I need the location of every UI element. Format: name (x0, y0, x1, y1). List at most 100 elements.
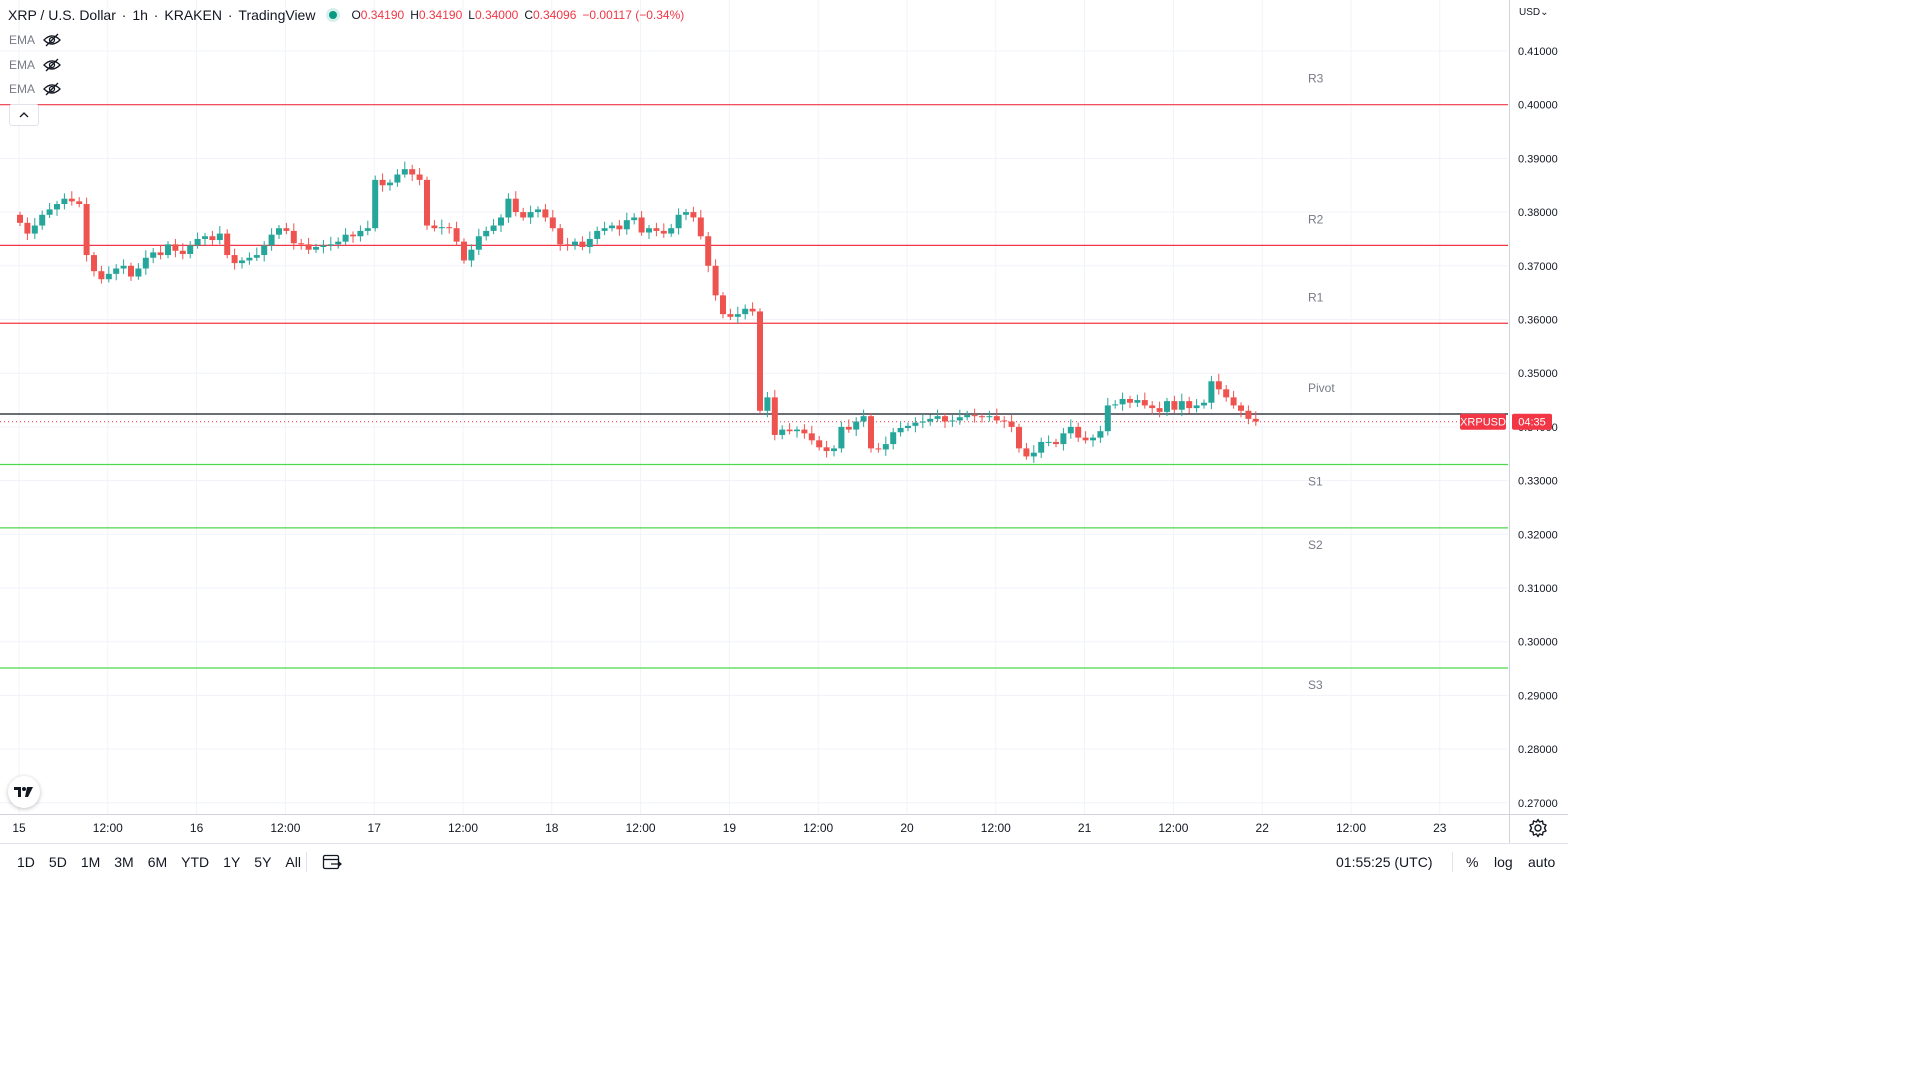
candle-body (172, 244, 179, 251)
candle-body (690, 212, 697, 218)
candle (246, 252, 253, 265)
range-1m-button[interactable]: 1M (80, 854, 101, 870)
pivot-levels: R3 R2 R1 Pivot S1 S2 S3 (0, 72, 1508, 692)
candle-body (949, 420, 956, 422)
candle (394, 169, 401, 187)
candle-body (142, 257, 149, 269)
candle (1230, 390, 1237, 409)
indicator-ema-2[interactable]: EMA (9, 58, 61, 72)
candle-body (616, 225, 623, 230)
auto-scale-toggle[interactable]: auto (1528, 854, 1556, 870)
candle-body (364, 228, 371, 231)
candle-body (868, 416, 874, 449)
candle (527, 205, 534, 224)
candle (327, 236, 334, 251)
x-tick-label: 21 (1078, 821, 1092, 835)
candle (68, 191, 75, 206)
gear-icon[interactable] (1528, 818, 1548, 838)
interval-label[interactable]: 1h (132, 7, 148, 23)
candle-body (668, 228, 675, 234)
utc-clock[interactable]: 01:55:25 (UTC) (1336, 854, 1433, 870)
candle (764, 391, 771, 418)
candle-body (794, 429, 800, 432)
candle (1008, 415, 1015, 433)
candle (890, 427, 897, 450)
candle (364, 220, 371, 236)
y-tick-label: 0.38000 (1518, 207, 1558, 219)
range-5y-button[interactable]: 5Y (254, 854, 272, 870)
candle-body (697, 217, 704, 237)
candle-body (475, 236, 482, 250)
tradingview-logo-icon[interactable] (8, 776, 40, 808)
range-3m-button[interactable]: 3M (114, 854, 134, 870)
symbol-title[interactable]: XRP / U.S. Dollar (8, 7, 116, 23)
candle (31, 218, 38, 239)
range-5d-button[interactable]: 5D (48, 854, 67, 870)
indicator-ema-1[interactable]: EMA (9, 33, 61, 47)
candle-body (1067, 426, 1074, 434)
candle-body (845, 426, 852, 430)
y-tick-label: 0.31000 (1518, 583, 1558, 595)
candle (46, 202, 53, 219)
candle (253, 247, 260, 261)
candle (54, 200, 60, 216)
candle-body (468, 249, 475, 261)
candle (912, 417, 919, 433)
candle-body (1090, 437, 1096, 441)
candle (290, 223, 297, 250)
goto-date-icon[interactable] (322, 853, 342, 871)
candle (453, 221, 460, 246)
candle-body (1001, 420, 1008, 422)
candle (268, 228, 275, 251)
range-all-button[interactable]: All (285, 854, 301, 870)
candle (505, 193, 512, 223)
candle (786, 423, 793, 435)
currency-selector[interactable]: USD⌄ (1519, 7, 1549, 18)
candle-body (942, 416, 948, 422)
candle-body (1230, 397, 1237, 406)
percent-scale-toggle[interactable]: % (1466, 854, 1479, 870)
candle (549, 209, 556, 232)
candle-body (253, 255, 260, 258)
candle (1252, 411, 1259, 426)
candle-body (24, 222, 31, 234)
candle (564, 237, 571, 251)
change-value: −0.00117 (−0.34%) (582, 8, 685, 22)
x-tick-label: 12:00 (448, 821, 478, 835)
market-status-icon (329, 11, 338, 19)
candle (113, 264, 120, 281)
hidden-eye-icon[interactable] (43, 58, 61, 72)
candle (1038, 437, 1045, 459)
hidden-eye-icon[interactable] (43, 33, 61, 47)
candle (875, 443, 882, 453)
candle-body (675, 214, 682, 229)
candle-body (1186, 401, 1193, 409)
candle (416, 168, 423, 186)
candle (172, 238, 179, 258)
candle (668, 223, 675, 237)
candle-body (623, 220, 630, 230)
range-1y-button[interactable]: 1Y (223, 854, 241, 870)
candle-body (912, 422, 919, 426)
candle-body (298, 243, 305, 245)
candle-body (261, 245, 268, 256)
log-scale-toggle[interactable]: log (1494, 854, 1513, 870)
candle (1127, 395, 1133, 409)
candle (91, 251, 97, 277)
hidden-eye-icon[interactable] (43, 82, 61, 96)
candle (690, 206, 697, 222)
candle (461, 238, 467, 264)
range-6m-button[interactable]: 6M (147, 854, 168, 870)
candle-body (1030, 452, 1037, 457)
candle (1082, 431, 1089, 444)
candle-body (327, 244, 334, 246)
range-ytd-button[interactable]: YTD (181, 854, 210, 870)
candle (831, 445, 837, 457)
indicator-ema-3[interactable]: EMA (9, 82, 61, 96)
range-1d-button[interactable]: 1D (17, 854, 35, 870)
candle-body (838, 426, 845, 449)
collapse-legend-button[interactable] (9, 104, 39, 126)
candle (697, 209, 704, 240)
candle-body (712, 265, 719, 296)
